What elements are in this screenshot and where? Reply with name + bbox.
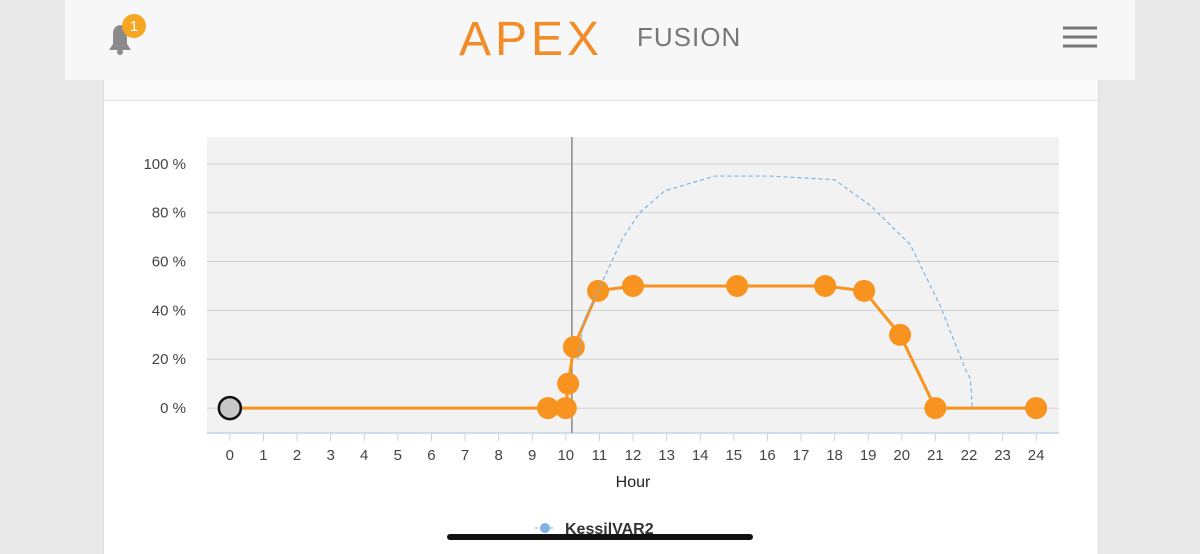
data-point: [622, 274, 644, 297]
x-tick-label: 3: [326, 447, 334, 464]
x-tick-label: 22: [961, 447, 978, 464]
x-tick-label: 13: [658, 447, 675, 464]
data-point: [557, 372, 580, 395]
y-tick-label: 40 %: [152, 302, 186, 319]
data-point: [889, 323, 912, 346]
data-point: [814, 274, 837, 297]
x-tick-label: 5: [394, 447, 402, 464]
x-tick-label: 4: [360, 447, 368, 464]
menu-button[interactable]: [1063, 26, 1097, 48]
y-tick-label: 60 %: [152, 254, 186, 271]
x-tick-label: 16: [759, 447, 776, 464]
legend-label: KessilVAR2: [565, 521, 654, 538]
home-indicator: [447, 534, 753, 540]
x-tick-label: 0: [226, 447, 234, 464]
data-point: [562, 336, 585, 359]
x-tick-label: 19: [860, 447, 877, 464]
data-point: [217, 395, 243, 421]
x-tick-label: 6: [427, 447, 435, 464]
x-tick-label: 15: [725, 447, 742, 464]
y-tick-label: 0 %: [160, 400, 186, 417]
series-line: [577, 175, 973, 409]
data-point: [853, 279, 876, 302]
y-tick-label: 80 %: [152, 205, 186, 222]
data-point: [924, 397, 947, 420]
card-toolbar: [104, 80, 1098, 101]
data-point: [537, 397, 560, 420]
x-tick-label: 17: [793, 447, 810, 464]
app-header: 1 APEX FUSION: [65, 0, 1135, 80]
notifications-bell[interactable]: 1: [109, 14, 146, 55]
x-tick-label: 7: [461, 447, 469, 464]
y-tick-label: 20 %: [152, 351, 186, 368]
x-tick-label: 18: [826, 447, 843, 464]
x-tick-label: 23: [994, 447, 1011, 464]
x-tick-label: 10: [557, 447, 574, 464]
x-tick-label: 12: [625, 447, 642, 464]
x-tick-label: 11: [592, 447, 608, 464]
x-tick-label: 1: [259, 447, 267, 464]
x-tick-label: 14: [692, 447, 709, 464]
x-tick-label: 21: [927, 447, 944, 464]
x-tick-label: 9: [528, 447, 536, 464]
data-point: [1025, 397, 1048, 420]
badge-count: 1: [130, 18, 138, 35]
logo-suffix: FUSION: [637, 22, 741, 52]
x-tick-label: 2: [293, 447, 301, 464]
header-graphics: 1 APEX FUSION: [109, 13, 1097, 66]
data-point: [554, 397, 577, 420]
data-point: [726, 274, 749, 297]
x-tick-label: 20: [893, 447, 910, 464]
logo-main: APEX: [459, 13, 603, 66]
x-tick-label: 8: [494, 447, 502, 464]
x-axis-title: Hour: [616, 474, 651, 491]
y-tick-label: 100 %: [143, 156, 186, 173]
legend-symbol-dot: [540, 523, 550, 533]
x-tick-label: 24: [1028, 447, 1045, 464]
